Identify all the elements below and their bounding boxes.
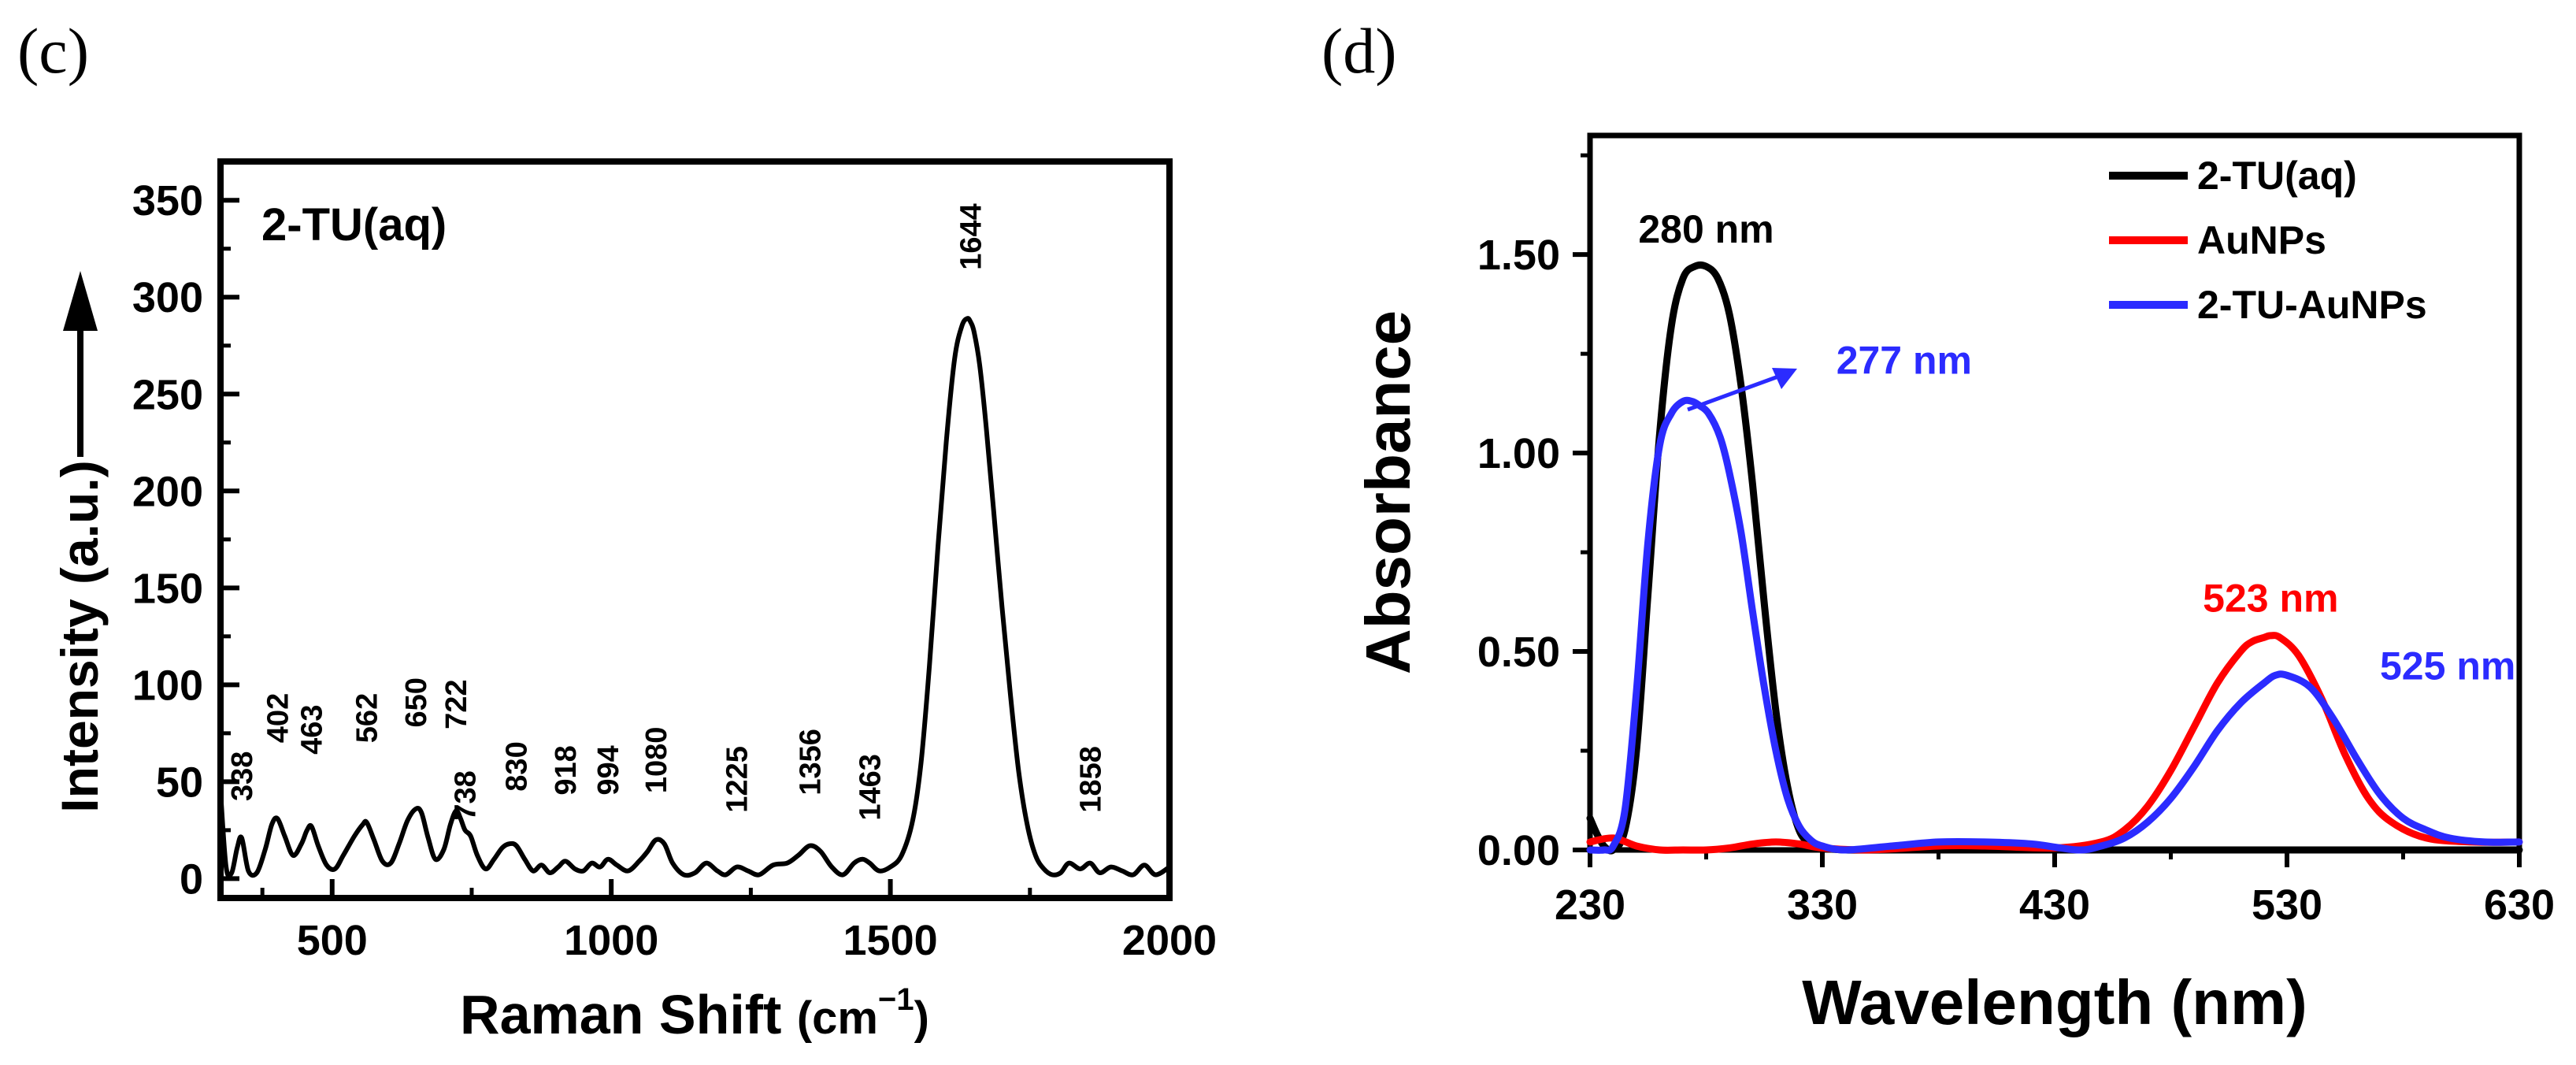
uvvis-peak-label: 523 nm bbox=[2203, 577, 2338, 621]
uvvis-ytick-label: 0.00 bbox=[1477, 827, 1560, 874]
uvvis-ytick-label: 0.50 bbox=[1477, 629, 1560, 676]
raman-ytick-label: 300 bbox=[132, 274, 203, 321]
uvvis-series-2-tu-aunps bbox=[1586, 396, 2523, 854]
legend-label: AuNPs bbox=[2197, 218, 2326, 262]
panel-c-label: (c) bbox=[17, 15, 89, 87]
raman-ytick-label: 200 bbox=[132, 468, 203, 515]
raman-xlabel-unit: (cm bbox=[797, 993, 878, 1044]
uvvis-xtick-label: 530 bbox=[2252, 881, 2322, 929]
uvvis-xtick-label: 430 bbox=[2019, 881, 2090, 929]
raman-ylabel-group: Intensity (a.u.) bbox=[50, 271, 109, 813]
raman-peak-label: 1858 bbox=[1074, 746, 1107, 813]
raman-peak-label: 338 bbox=[226, 751, 259, 801]
uvvis-xtick-label: 230 bbox=[1555, 881, 1625, 929]
raman-ylabel-arrow-icon bbox=[63, 271, 98, 331]
raman-xtick-label: 500 bbox=[297, 917, 368, 964]
uvvis-xtick-label: 630 bbox=[2484, 881, 2555, 929]
uvvis-ylabel: Absorbance bbox=[1353, 310, 1423, 674]
uvvis-peak-label: 280 nm bbox=[1638, 207, 1774, 251]
uvvis-xtick-label: 330 bbox=[1787, 881, 1858, 929]
uvvis-series-aunps bbox=[1586, 632, 2523, 854]
raman-xlabel-close: ) bbox=[914, 993, 929, 1044]
raman-ytick-label: 0 bbox=[180, 855, 203, 903]
raman-peak-label: 463 bbox=[296, 704, 329, 754]
raman-ytick-label: 250 bbox=[132, 371, 203, 418]
raman-ytick-label: 150 bbox=[132, 565, 203, 612]
raman-peak-label: 402 bbox=[261, 693, 295, 743]
raman-series-line bbox=[218, 316, 1171, 879]
uvvis-peak-label: 525 nm bbox=[2380, 644, 2515, 688]
raman-xtick-label: 2000 bbox=[1122, 917, 1217, 964]
uvvis-series-2-tu-aq- bbox=[1586, 261, 2523, 855]
raman-peak-label: 1356 bbox=[795, 729, 828, 796]
raman-peak-label: 1225 bbox=[721, 746, 754, 813]
raman-chart-title: 2-TU(aq) bbox=[261, 199, 447, 250]
raman-ytick-label: 350 bbox=[132, 177, 203, 225]
raman-xlabel: Raman Shift (cm−1) bbox=[460, 982, 929, 1045]
raman-peak-label: 1080 bbox=[640, 727, 673, 794]
legend-label: 2-TU(aq) bbox=[2197, 154, 2357, 198]
uvvis-ytick-label: 1.00 bbox=[1477, 430, 1560, 477]
raman-peak-label: 738 bbox=[450, 770, 483, 820]
raman-peak-label: 650 bbox=[400, 677, 433, 727]
raman-ytick-label: 100 bbox=[132, 662, 203, 709]
raman-peak-label: 1644 bbox=[955, 203, 988, 270]
raman-ytick-label: 50 bbox=[156, 759, 203, 806]
raman-xtick-label: 1000 bbox=[564, 917, 658, 964]
raman-xlabel-sup: −1 bbox=[878, 982, 914, 1017]
uvvis-277-arrow-line bbox=[1687, 374, 1779, 412]
uvvis-xlabel: Wavelength (nm) bbox=[1802, 967, 2307, 1037]
uvvis-legend: 2-TU(aq) AuNPs 2-TU-AuNPs bbox=[2109, 154, 2427, 327]
raman-peak-label: 1463 bbox=[854, 754, 887, 821]
uvvis-ytick-label: 1.50 bbox=[1477, 232, 1560, 279]
uvvis-277-arrow-icon bbox=[1772, 368, 1797, 389]
raman-peak-label: 722 bbox=[440, 679, 473, 729]
raman-peak-label: 994 bbox=[592, 745, 625, 795]
raman-peak-label: 918 bbox=[550, 745, 583, 795]
uvvis-peak-label: 277 nm bbox=[1837, 338, 1972, 382]
raman-ylabel: Intensity (a.u.) bbox=[50, 460, 109, 812]
raman-peak-label: 830 bbox=[501, 741, 534, 791]
panel-d-label: (d) bbox=[1321, 15, 1397, 87]
raman-xtick-label: 1500 bbox=[843, 917, 938, 964]
raman-chart: 2-TU(aq) 500 1000 1500 2000 0 50 100 150 200 250 3… bbox=[50, 158, 1217, 1045]
raman-plot-frame bbox=[217, 158, 1173, 901]
uv-vis-chart: 230 330 430 530 630 0.00 0.50 1.00 1.50 280 nm 27… bbox=[1353, 132, 2555, 1037]
raman-peak-label: 562 bbox=[351, 693, 384, 743]
legend-label: 2-TU-AuNPs bbox=[2197, 283, 2427, 327]
raman-xlabel-main: Raman Shift bbox=[460, 984, 797, 1045]
